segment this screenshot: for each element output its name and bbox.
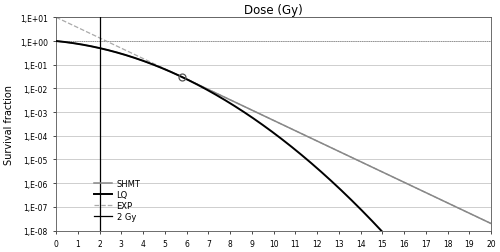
EXP — [396, 178, 402, 181]
LQ — [253, 119, 259, 122]
SHMT — [253, 111, 259, 114]
LQ — [396, 248, 402, 251]
EXP — [475, 216, 481, 219]
LQ — [264, 128, 270, 131]
Y-axis label: Survival fraction: Survival fraction — [4, 85, 14, 164]
SHMT — [488, 222, 494, 225]
SHMT — [476, 216, 482, 219]
LQ — [75, 43, 81, 46]
Legend: SHMT, LQ, EXP, 2 Gy: SHMT, LQ, EXP, 2 Gy — [90, 176, 144, 224]
EXP — [476, 216, 482, 219]
Title: Dose (Gy): Dose (Gy) — [244, 4, 303, 17]
SHMT — [75, 43, 81, 46]
Line: EXP: EXP — [56, 18, 491, 224]
EXP — [264, 117, 270, 120]
EXP — [75, 27, 81, 30]
SHMT — [264, 117, 270, 120]
SHMT — [475, 216, 481, 219]
EXP — [488, 222, 494, 225]
EXP — [253, 111, 259, 114]
SHMT — [53, 40, 59, 43]
LQ — [53, 40, 59, 43]
Line: SHMT: SHMT — [56, 42, 491, 224]
SHMT — [396, 178, 402, 181]
EXP — [53, 17, 59, 20]
Line: LQ: LQ — [56, 42, 491, 252]
